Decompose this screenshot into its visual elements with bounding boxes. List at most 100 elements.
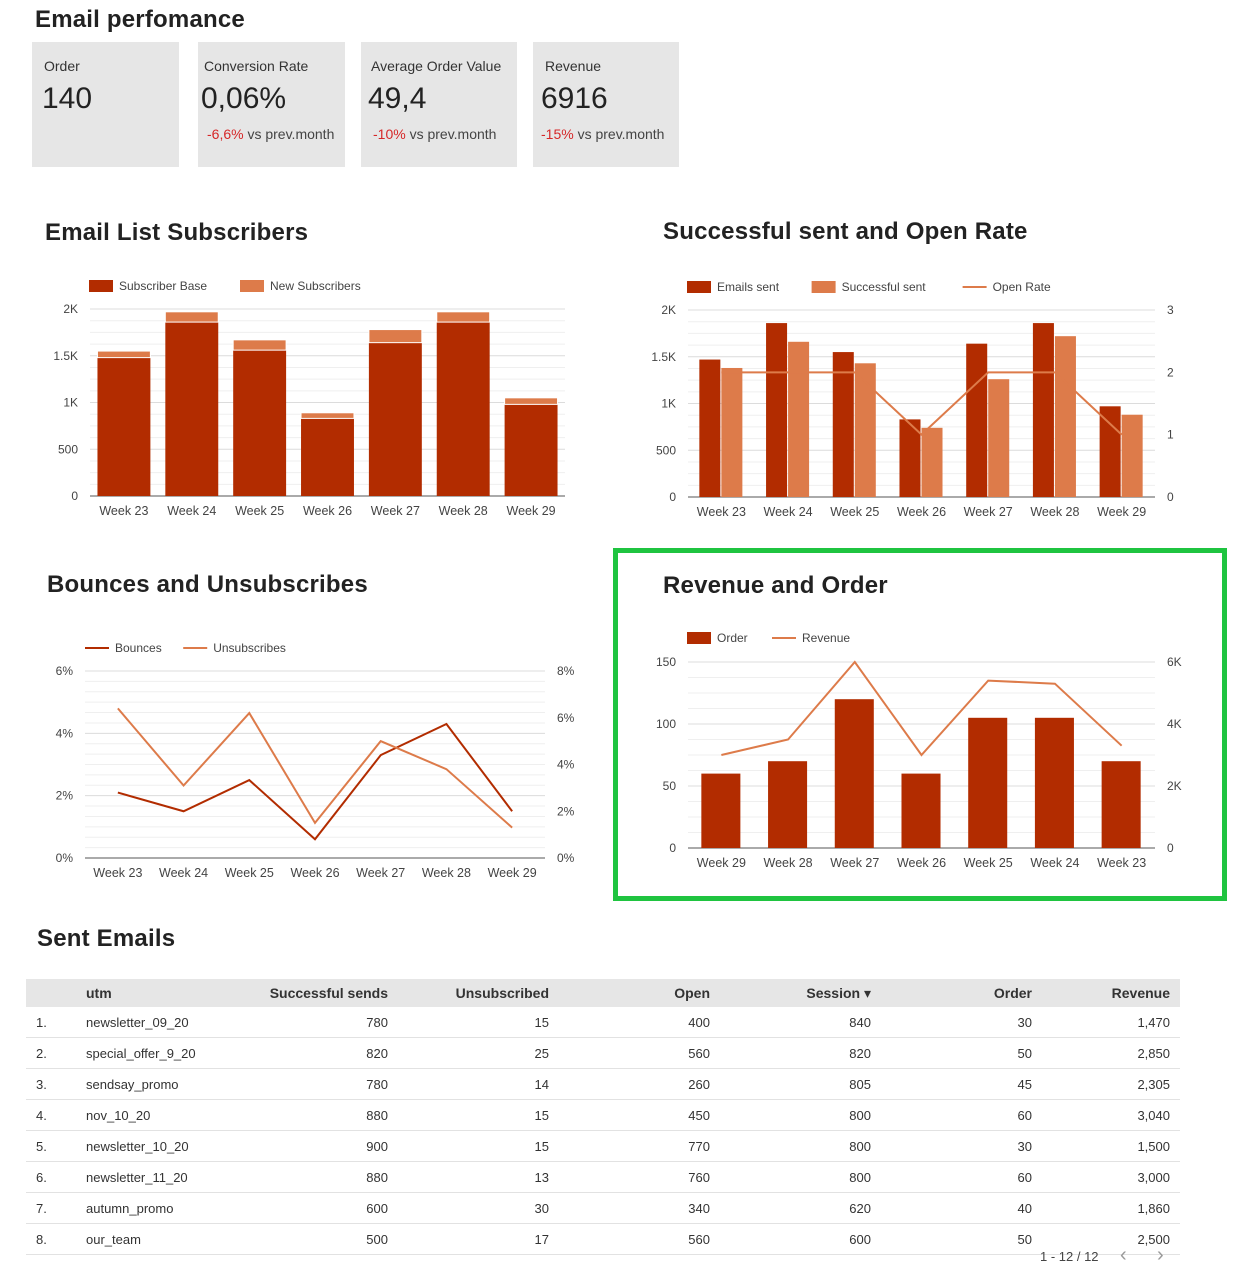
cell-revenue: 2,850 xyxy=(1042,1037,1180,1069)
col-successful-sends[interactable]: Successful sends xyxy=(237,979,398,1007)
y-tick-label: 2K xyxy=(661,303,676,317)
prev-page-icon[interactable]: ‹ xyxy=(1120,1244,1127,1266)
y-tick-label: 0 xyxy=(71,489,78,503)
cell-utm: newsletter_10_20 xyxy=(85,1130,237,1162)
kpi-comparison: -10% vs prev.month xyxy=(373,126,496,142)
bar xyxy=(988,379,1010,497)
y-tick-label: 100 xyxy=(656,717,676,731)
y-tick-label: 0 xyxy=(669,490,676,504)
x-tick-label: Week 29 xyxy=(1097,505,1146,519)
col-order[interactable]: Order xyxy=(881,979,1042,1007)
col-session[interactable]: Session ▾ xyxy=(720,979,881,1007)
y2-tick-label: 4K xyxy=(1167,717,1182,731)
bar xyxy=(1121,414,1143,497)
cell-session: 800 xyxy=(720,1099,881,1131)
table-row[interactable]: 8. our_team 500 17 560 600 50 2,500 xyxy=(26,1223,1180,1255)
y-tick-label: 1K xyxy=(63,396,78,410)
cell-order: 30 xyxy=(881,1007,1042,1038)
kpi-compare-text: vs prev.month xyxy=(405,126,497,142)
cell-open: 760 xyxy=(559,1161,720,1193)
bar xyxy=(164,311,219,323)
y-tick-label: 2% xyxy=(56,789,74,803)
kpi-order[interactable]: Order 140 xyxy=(32,42,179,167)
bar xyxy=(788,341,810,497)
table-body: 1. newsletter_09_20 780 15 400 840 30 1,470 2. sp… xyxy=(26,1007,1180,1255)
table-row[interactable]: 7. autumn_promo 600 30 340 620 40 1,860 xyxy=(26,1192,1180,1224)
bar xyxy=(436,311,491,323)
table-row[interactable]: 4. nov_10_20 880 15 450 800 60 3,040 xyxy=(26,1099,1180,1131)
cell-idx: 6. xyxy=(26,1161,85,1193)
table-row[interactable]: 6. newsletter_11_20 880 13 760 800 60 3,000 xyxy=(26,1161,1180,1193)
cell-revenue: 1,500 xyxy=(1042,1130,1180,1162)
kpi-conversion-rate[interactable]: Conversion Rate 0,06% -6,6% vs prev.mont… xyxy=(198,42,345,167)
cell-unsub: 30 xyxy=(398,1192,559,1224)
bar xyxy=(899,419,921,497)
y-tick-label: 1.5K xyxy=(651,350,676,364)
x-tick-label: Week 28 xyxy=(439,504,488,518)
x-tick-label: Week 25 xyxy=(235,504,284,518)
kpi-compare-text: vs prev.month xyxy=(243,126,335,142)
chart-title-bounces: Bounces and Unsubscribes xyxy=(47,571,368,598)
x-tick-label: Week 25 xyxy=(964,856,1013,870)
bar xyxy=(766,323,788,497)
kpi-revenue[interactable]: Revenue 6916 -15% vs prev.month xyxy=(533,42,679,167)
x-tick-label: Week 27 xyxy=(356,866,405,880)
cell-sends: 600 xyxy=(237,1192,398,1224)
col-utm[interactable]: utm xyxy=(85,979,237,1007)
col-open[interactable]: Open xyxy=(559,979,720,1007)
kpi-average-order-value[interactable]: Average Order Value 49,4 -10% vs prev.mo… xyxy=(361,42,517,167)
cell-utm: newsletter_11_20 xyxy=(85,1161,237,1193)
bar xyxy=(901,773,941,848)
col-unsubscribed[interactable]: Unsubscribed xyxy=(398,979,559,1007)
x-tick-label: Week 27 xyxy=(830,856,879,870)
x-tick-label: Week 24 xyxy=(1030,856,1079,870)
bar xyxy=(504,397,559,405)
cell-utm: our_team xyxy=(85,1223,237,1255)
table-row[interactable]: 5. newsletter_10_20 900 15 770 800 30 1,500 xyxy=(26,1130,1180,1162)
bounces-chart[interactable]: 0% 2% 4% 6% 0% 2% 4% 6% 8% Week 23 Week 24 Week 25 W… xyxy=(0,620,600,890)
x-tick-label: Week 23 xyxy=(93,866,142,880)
col-revenue[interactable]: Revenue xyxy=(1042,979,1180,1007)
cell-sends: 880 xyxy=(237,1099,398,1131)
cell-open: 560 xyxy=(559,1223,720,1255)
cell-order: 50 xyxy=(881,1037,1042,1069)
x-tick-label: Week 26 xyxy=(303,504,352,518)
bar xyxy=(966,343,988,497)
y-tick-label: 0 xyxy=(669,841,676,855)
y-tick-label: 4% xyxy=(56,726,74,740)
y2-tick-label: 1 xyxy=(1167,428,1174,442)
y-tick-label: 1K xyxy=(661,397,676,411)
bar xyxy=(832,352,854,497)
kpi-label: Revenue xyxy=(545,58,602,74)
y2-tick-label: 6% xyxy=(557,711,575,725)
subscribers-chart[interactable]: 0 500 1K 1.5K 2K Week 23 Week 24 Week 25 Week 26… xyxy=(0,260,600,530)
cell-unsub: 17 xyxy=(398,1223,559,1255)
x-tick-label: Week 27 xyxy=(371,504,420,518)
cell-session: 840 xyxy=(720,1007,881,1038)
kpi-value: 140 xyxy=(42,82,93,115)
kpi-comparison: -15% vs prev.month xyxy=(541,126,664,142)
revenue-chart[interactable]: 0 50 100 150 0 2K 4K 6K Week 29 Week 28 Week 27 Wee… xyxy=(620,610,1220,880)
y2-tick-label: 0 xyxy=(1167,841,1174,855)
bar xyxy=(1099,406,1121,497)
table-row[interactable]: 3. sendsay_promo 780 14 260 805 45 2,305 xyxy=(26,1068,1180,1100)
highlight-frame xyxy=(613,548,1227,901)
kpi-value: 0,06% xyxy=(201,82,287,115)
cell-open: 560 xyxy=(559,1037,720,1069)
y-tick-label: 2K xyxy=(63,302,78,316)
next-page-icon[interactable]: › xyxy=(1157,1244,1164,1266)
y2-tick-label: 4% xyxy=(557,758,575,772)
cell-sends: 500 xyxy=(237,1223,398,1255)
table-row[interactable]: 1. newsletter_09_20 780 15 400 840 30 1,470 xyxy=(26,1007,1180,1038)
series-line xyxy=(721,371,1123,437)
table-row[interactable]: 2. special_offer_9_20 820 25 560 820 50 2,850 xyxy=(26,1037,1180,1069)
cell-open: 400 xyxy=(559,1007,720,1038)
bar xyxy=(165,322,219,496)
col-session-label: Session xyxy=(806,984,861,1001)
cell-sends: 780 xyxy=(237,1007,398,1038)
sent-chart[interactable]: 0 500 1K 1.5K 2K 0 1 2 3 Week 23 Week 24 Week 25 Wee… xyxy=(620,260,1220,530)
legend-swatch xyxy=(687,281,711,293)
pagination-label: 1 - 12 / 12 xyxy=(1040,1249,1099,1264)
x-tick-label: Week 25 xyxy=(830,505,879,519)
cell-sends: 780 xyxy=(237,1068,398,1100)
